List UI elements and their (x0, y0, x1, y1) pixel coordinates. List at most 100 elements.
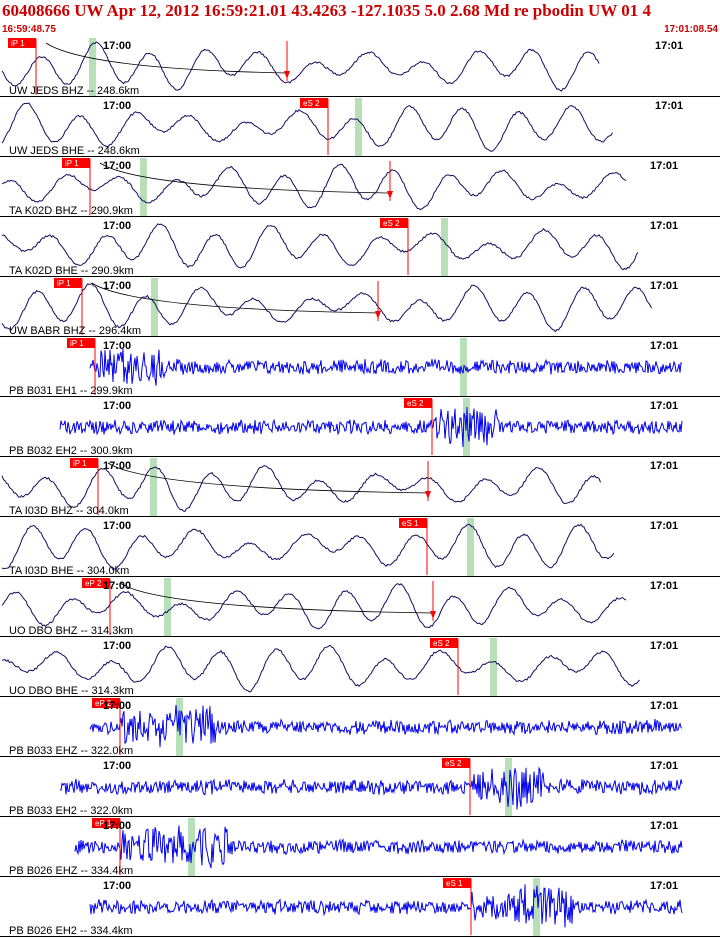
pick-tag[interactable] (300, 98, 328, 108)
pick-tag[interactable] (82, 578, 110, 588)
time-tick-1701: 17:01 (650, 280, 678, 292)
pick-label: eS 2 (445, 759, 462, 768)
channel-label: TA K02D BHZ -- 290.9km (9, 205, 133, 217)
moveout-curve (99, 162, 391, 194)
waveform (74, 825, 683, 869)
arrival-window (533, 878, 540, 936)
waveform (1, 523, 615, 571)
pick-tag[interactable] (67, 338, 95, 348)
pick-label: eS 2 (303, 99, 320, 108)
waveform (1, 464, 601, 512)
predicted-arrow (430, 611, 436, 619)
channel-label: PB B026 EH2 -- 334.4km (9, 925, 133, 937)
start-time: 16:59:48.75 (2, 24, 56, 35)
time-tick-1700: 17:00 (103, 700, 131, 712)
time-tick-1701: 17:01 (650, 700, 678, 712)
trace-row[interactable]: eS 2 17:00 17:01 UO DBO BHE -- 314.3km (0, 638, 720, 697)
trace-row[interactable]: eS 1 17:00 17:01 TA I03D BHE -- 304.0km (0, 518, 720, 577)
pick-label: eS 2 (433, 639, 450, 648)
predicted-arrow (425, 491, 431, 499)
time-tick-1701: 17:01 (655, 40, 683, 52)
channel-label: UO DBO BHZ -- 314.3km (9, 625, 133, 637)
time-tick-1700: 17:00 (103, 100, 131, 112)
pick-tag[interactable] (8, 38, 36, 48)
trace-row[interactable]: eP 117:00 17:01 PB B026 EHZ -- 334.4km (0, 818, 720, 877)
waveform (1, 41, 600, 92)
time-tick-1700: 17:00 (103, 40, 131, 52)
channel-label: UO DBO BHE -- 314.3km (9, 685, 134, 697)
pick-tag[interactable] (62, 158, 90, 168)
header-bar: 60408666 UW Apr 12, 2012 16:59:21.01 43.… (0, 0, 720, 37)
channel-label: PB B031 EH1 -- 299.9km (9, 385, 133, 397)
waveform (89, 704, 683, 748)
channel-label: TA I03D BHZ -- 304.0km (9, 505, 129, 517)
pick-label: eS 2 (383, 219, 400, 228)
channel-label: UW JEDS BHE -- 248.6km (9, 145, 140, 157)
trace-row[interactable]: eS 2 17:00 17:01 TA K02D BHE -- 290.9km (0, 218, 720, 277)
arrival-window (150, 458, 157, 516)
pick-label: iP 1 (70, 339, 84, 348)
channel-label: UW JEDS BHZ -- 248.6km (9, 85, 139, 97)
predicted-arrow (375, 311, 381, 319)
pick-label: eS 1 (446, 879, 463, 888)
moveout-curve (107, 462, 429, 494)
time-tick-1701: 17:01 (650, 460, 678, 472)
pick-label: eS 1 (402, 519, 419, 528)
waveform (1, 583, 627, 630)
time-tick-1700: 17:00 (103, 580, 131, 592)
trace-row[interactable]: iP 1 17:00 17:01 TA I03D BHZ -- 304.0km (0, 458, 720, 517)
pick-tag[interactable] (399, 518, 427, 528)
moveout-curve (119, 582, 434, 614)
moveout-curve (91, 282, 379, 314)
channel-label: UW BABR BHZ -- 296.4km (9, 325, 141, 337)
waveform (89, 884, 683, 928)
arrival-window (164, 578, 171, 636)
time-tick-1701: 17:01 (655, 100, 683, 112)
time-tick-1700: 17:00 (103, 880, 131, 892)
time-tick-1700: 17:00 (103, 640, 131, 652)
channel-label: TA K02D BHE -- 290.9km (9, 265, 134, 277)
pick-label: eP 2 (85, 579, 102, 588)
time-tick-1701: 17:01 (650, 640, 678, 652)
pick-tag[interactable] (54, 278, 82, 288)
trace-row[interactable]: iP 1 17:00 17:01 PB B031 EH1 -- 299.9km (0, 338, 720, 397)
pick-tag[interactable] (92, 698, 120, 708)
trace-row[interactable]: iP 1 17:00 17:01 TA K02D BHZ -- 290.9km (0, 158, 720, 217)
end-time: 17:01:08.54 (664, 24, 718, 35)
trace-row[interactable]: iP 1 17:00 17:01 UW BABR BHZ -- 296.4km (0, 278, 720, 337)
trace-row[interactable]: eS 2 17:00 17:01 PB B033 EH2 -- 322.0km (0, 758, 720, 817)
time-tick-1700: 17:00 (103, 400, 131, 412)
trace-row[interactable]: eP 217:00 17:01 PB B033 EHZ -- 322.0km (0, 698, 720, 757)
pick-tag[interactable] (404, 398, 432, 408)
trace-row[interactable]: eS 1 17:00 17:01 PB B026 EH2 -- 334.4km (0, 878, 720, 937)
waveform (59, 766, 683, 810)
time-tick-1700: 17:00 (103, 160, 131, 172)
predicted-arrow (284, 71, 290, 79)
arrival-window (188, 818, 195, 876)
pick-tag[interactable] (442, 758, 470, 768)
pick-tag[interactable] (380, 218, 408, 228)
pick-tag[interactable] (430, 638, 458, 648)
arrival-window (89, 38, 96, 96)
trace-row[interactable]: eP 2 17:00 17:01 UO DBO BHZ -- 314.3km (0, 578, 720, 637)
predicted-arrow (387, 191, 393, 199)
trace-row[interactable]: iP 1 17:00 17:01 UW JEDS BHZ -- 248.6km (0, 38, 720, 97)
arrival-window (467, 518, 474, 576)
waveform (1, 282, 652, 333)
arrival-window (151, 278, 158, 336)
trace-row[interactable]: eS 2 17:00 17:01 UW JEDS BHE -- 248.6km (0, 98, 720, 157)
arrival-window (140, 158, 147, 216)
waveform (89, 349, 683, 386)
time-tick-1700: 17:00 (103, 280, 131, 292)
arrival-window (490, 638, 497, 696)
pick-tag[interactable] (70, 458, 98, 468)
trace-row[interactable]: eS 2 17:00 17:01 PB B032 EH2 -- 300.9km (0, 398, 720, 457)
waveform (59, 407, 683, 448)
time-tick-1700: 17:00 (103, 760, 131, 772)
pick-tag[interactable] (443, 878, 471, 888)
channel-label: TA I03D BHE -- 304.0km (9, 565, 129, 577)
time-tick-1701: 17:01 (650, 580, 678, 592)
time-tick-1701: 17:01 (650, 760, 678, 772)
pick-tag[interactable] (92, 818, 120, 828)
